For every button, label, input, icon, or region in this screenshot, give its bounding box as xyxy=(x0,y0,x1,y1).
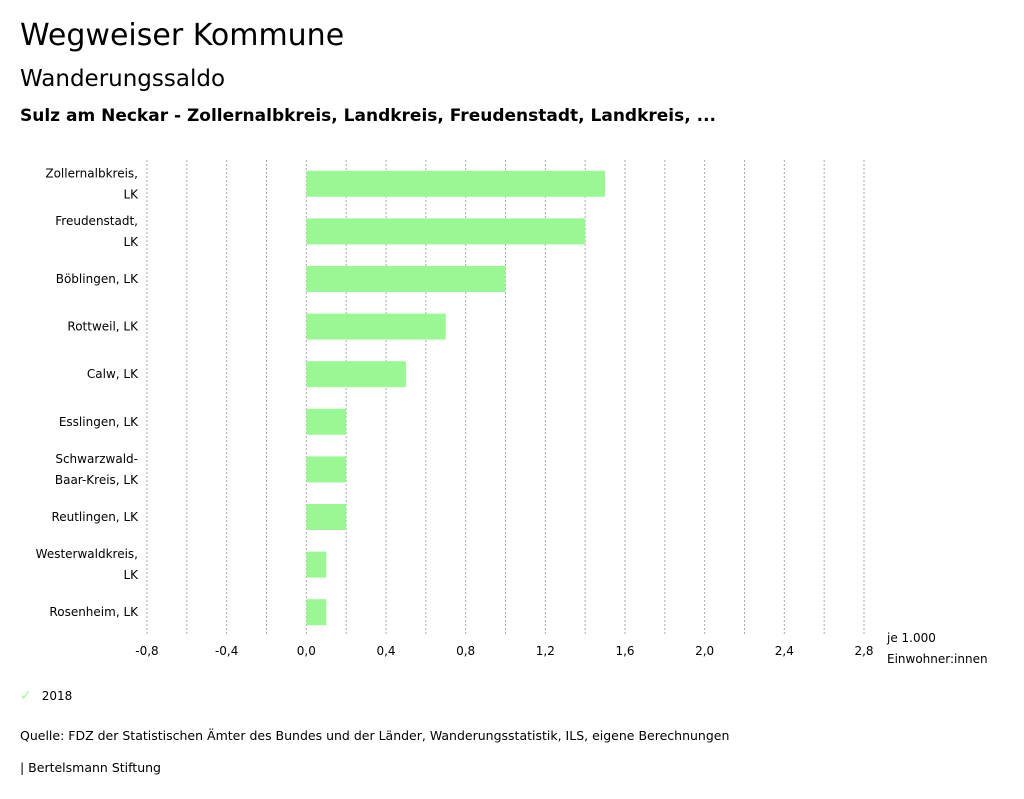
x-tick-label: 2,4 xyxy=(775,644,794,658)
category-label: LK xyxy=(123,568,139,582)
bar xyxy=(306,456,347,483)
bar xyxy=(306,218,586,245)
x-tick-label: -0,4 xyxy=(215,644,238,658)
bar xyxy=(306,361,406,388)
bar xyxy=(306,408,347,435)
bar xyxy=(306,551,327,578)
bar xyxy=(306,266,506,292)
category-label: Esslingen, LK xyxy=(59,415,139,429)
bar-chart: -0,8 -0,4 0,0 0,4 0,8 1,2 1,6 2,0 2,4 2,8 je 1.000… xyxy=(36,160,988,666)
category-label: Zollernalbkreis, xyxy=(45,166,138,180)
x-tick-label: 1,6 xyxy=(615,644,634,658)
category-label: Rosenheim, LK xyxy=(49,605,139,619)
x-tick-label: 1,2 xyxy=(536,644,555,658)
bar xyxy=(306,170,606,197)
bar xyxy=(306,313,446,340)
legend-label: 2018 xyxy=(41,689,73,703)
source-note: Quelle: FDZ der Statistischen Ämter des … xyxy=(20,728,730,743)
x-tick-label: 0,4 xyxy=(376,644,395,658)
category-label: Baar-Kreis, LK xyxy=(55,473,139,487)
category-label: Calw, LK xyxy=(87,367,139,381)
x-axis-unit-label: je 1.000 xyxy=(886,631,936,645)
x-tick-label: -0,8 xyxy=(135,644,158,658)
x-tick-label: 2,8 xyxy=(854,644,873,658)
x-tick-label: 2,0 xyxy=(695,644,714,658)
brand-note: | Bertelsmann Stiftung xyxy=(20,760,161,775)
bar xyxy=(306,504,347,530)
x-tick-label: 0,8 xyxy=(456,644,475,658)
category-label: Westerwaldkreis, xyxy=(36,547,138,561)
category-label: LK xyxy=(123,235,139,249)
category-label: Schwarzwald- xyxy=(55,452,138,466)
category-label: Reutlingen, LK xyxy=(51,510,139,524)
x-tick-label: 0,0 xyxy=(297,644,316,658)
category-label: Freudenstadt, xyxy=(55,214,138,228)
chart-subtitle: Wanderungssaldo xyxy=(20,66,226,92)
page-title: Wegweiser Kommune xyxy=(20,18,345,53)
bar xyxy=(306,599,327,626)
category-label: Böblingen, LK xyxy=(56,272,139,286)
legend-item-2018[interactable]: ✓ 2018 xyxy=(20,688,72,704)
category-label: LK xyxy=(123,187,139,201)
x-axis-unit-label: Einwohner:innen xyxy=(887,652,988,666)
check-icon: ✓ xyxy=(20,688,32,704)
region-title: Sulz am Neckar - Zollernalbkreis, Landkr… xyxy=(20,106,717,126)
category-label: Rottweil, LK xyxy=(67,320,139,334)
